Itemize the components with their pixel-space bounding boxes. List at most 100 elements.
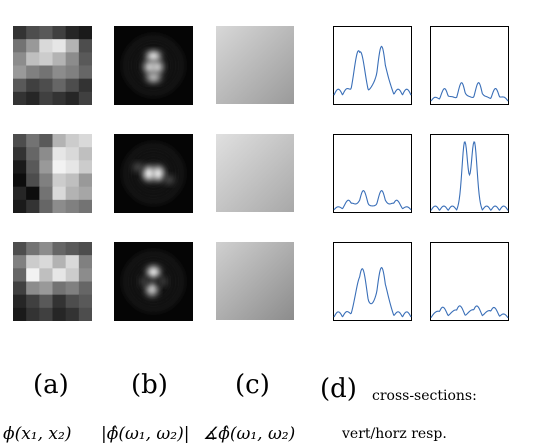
patch-pixel [26, 281, 40, 296]
cross-section-curve [430, 81, 509, 102]
ring [124, 252, 183, 311]
formula-a: ϕ(x₁, x₂) [3, 424, 72, 444]
patch-pixel [52, 242, 67, 256]
patch-pixel [52, 307, 67, 321]
patch-pixel [78, 242, 92, 256]
patch-pixel [65, 294, 80, 309]
patch-pixel [65, 39, 80, 53]
patch-pixel [39, 160, 53, 174]
patch-pixel [26, 39, 40, 53]
patch-pixel [65, 199, 80, 213]
ring [132, 152, 175, 195]
cross-section-curve [333, 45, 412, 96]
patch-a-row3 [13, 242, 92, 321]
cross-section-horz-row2 [430, 134, 509, 213]
patch-pixel [78, 160, 92, 174]
label-a: (a) [33, 370, 69, 400]
patch-pixel [65, 173, 80, 188]
patch-pixel [39, 39, 53, 53]
patch-pixel [13, 78, 27, 93]
cross-section-curve [333, 266, 412, 318]
patch-pixel [26, 186, 40, 201]
patch-pixel [52, 147, 67, 161]
caption-vert-horz: vert/horz resp. [342, 426, 447, 442]
patch-pixel [39, 255, 53, 269]
patch-pixel [78, 147, 92, 161]
patch-pixel [13, 268, 27, 282]
patch-pixel [65, 186, 80, 201]
patch-pixel [39, 242, 53, 256]
patch-pixel [65, 134, 80, 148]
patch-pixel [78, 294, 92, 309]
patch-pixel [13, 199, 27, 213]
caption-cross-sections: cross-sections: [372, 388, 477, 404]
cross-section-horz-row3 [430, 242, 509, 321]
ring [140, 160, 167, 187]
formula-b: |ϕ̂(ω₁, ω₂)| [101, 424, 190, 444]
patch-pixel [65, 268, 80, 282]
patch-pixel [26, 307, 40, 321]
magnitude-b-row3 [114, 242, 193, 321]
patch-pixel [39, 65, 53, 80]
patch-pixel [78, 26, 92, 40]
magnitude-b-row1 [114, 26, 193, 105]
patch-pixel [13, 281, 27, 296]
cross-section-curve [430, 141, 509, 211]
patch-pixel [52, 294, 67, 309]
patch-pixel [13, 307, 27, 321]
patch-pixel [26, 65, 40, 80]
patch-pixel [26, 26, 40, 40]
spectral-lobe [143, 166, 155, 181]
patch-pixel [78, 199, 92, 213]
patch-pixel [52, 91, 67, 105]
patch-a-row1 [13, 26, 92, 105]
patch-pixel [13, 91, 27, 105]
patch-pixel [26, 268, 40, 282]
patch-pixel [65, 78, 80, 93]
patch-pixel [65, 281, 80, 296]
patch-pixel [13, 26, 27, 40]
cross-section-vert-row3 [333, 242, 412, 321]
label-c: (c) [235, 370, 270, 400]
cross-section-curve [430, 305, 509, 319]
patch-pixel [39, 268, 53, 282]
plot-frame [333, 134, 412, 213]
patch-pixel [52, 52, 67, 66]
patch-pixel [65, 65, 80, 80]
patch-pixel [26, 134, 40, 148]
phase-c-row1 [216, 26, 294, 104]
patch-pixel [26, 294, 40, 309]
patch-pixel [26, 52, 40, 66]
spectral-lobe [147, 266, 160, 278]
label-b: (b) [131, 370, 168, 400]
patch-pixel [65, 160, 80, 174]
patch-pixel [13, 160, 27, 174]
cross-section-vert-row2 [333, 134, 412, 213]
spectral-lobe [144, 61, 156, 73]
patch-pixel [52, 160, 67, 174]
patch-pixel [26, 147, 40, 161]
spectral-lobe [146, 72, 161, 83]
patch-pixel [52, 281, 67, 296]
patch-pixel [78, 307, 92, 321]
phase-gradient [216, 242, 294, 320]
patch-pixel [39, 294, 53, 309]
spectral-lobe [132, 163, 143, 172]
patch-pixel [78, 186, 92, 201]
patch-pixel [39, 186, 53, 201]
patch-pixel [52, 255, 67, 269]
patch-pixel [39, 52, 53, 66]
patch-pixel [13, 255, 27, 269]
cross-section-curve [333, 190, 412, 211]
magnitude-b-row2 [114, 134, 193, 213]
phase-gradient [216, 26, 294, 104]
patch-pixel [52, 173, 67, 188]
ring [132, 44, 175, 87]
plot-frame [430, 242, 509, 321]
patch-pixel [52, 39, 67, 53]
patch-pixel [13, 134, 27, 148]
plot-frame [430, 26, 509, 105]
patch-pixel [65, 26, 80, 40]
patch-pixel [78, 52, 92, 66]
patch-pixel [26, 173, 40, 188]
